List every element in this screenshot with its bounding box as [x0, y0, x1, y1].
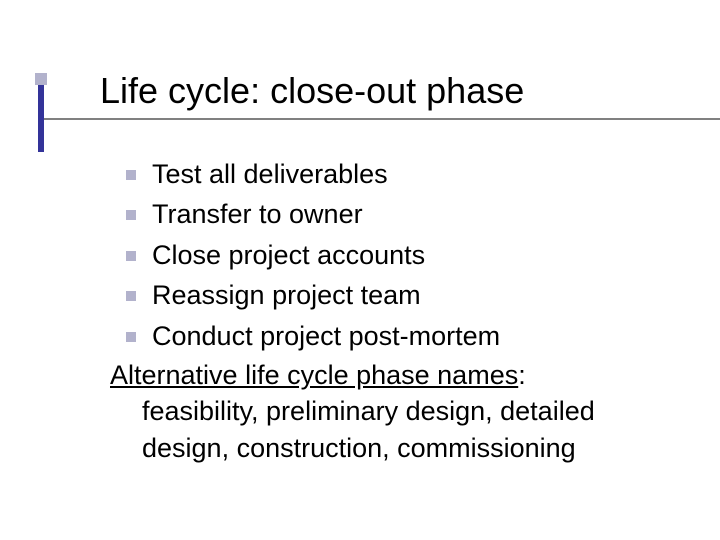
bullet-text: Test all deliverables: [152, 156, 388, 192]
accent-square-decoration: [35, 73, 47, 85]
bullet-text: Conduct project post-mortem: [152, 318, 500, 354]
title-underline-decoration: [38, 118, 720, 120]
bullet-text: Reassign project team: [152, 277, 421, 313]
list-item: Test all deliverables: [110, 156, 660, 192]
square-bullet-icon: [126, 170, 136, 180]
alternative-heading: Alternative life cycle phase names: [110, 360, 518, 390]
accent-bar-decoration: [38, 78, 44, 152]
list-item: Close project accounts: [110, 237, 660, 273]
square-bullet-icon: [126, 210, 136, 220]
list-item: Reassign project team: [110, 277, 660, 313]
alternative-colon: :: [518, 360, 526, 390]
bullet-list: Test all deliverables Transfer to owner …: [110, 156, 660, 354]
list-item: Transfer to owner: [110, 196, 660, 232]
square-bullet-icon: [126, 251, 136, 261]
list-item: Conduct project post-mortem: [110, 318, 660, 354]
slide: Life cycle: close-out phase Test all del…: [0, 0, 720, 540]
square-bullet-icon: [126, 332, 136, 342]
alternative-block: Alternative life cycle phase names: feas…: [110, 360, 660, 466]
bullet-text: Close project accounts: [152, 237, 425, 273]
slide-title: Life cycle: close-out phase: [100, 70, 660, 112]
bullet-text: Transfer to owner: [152, 196, 363, 232]
square-bullet-icon: [126, 291, 136, 301]
alternative-body: feasibility, preliminary design, detaile…: [142, 393, 660, 466]
slide-content: Test all deliverables Transfer to owner …: [110, 156, 660, 466]
